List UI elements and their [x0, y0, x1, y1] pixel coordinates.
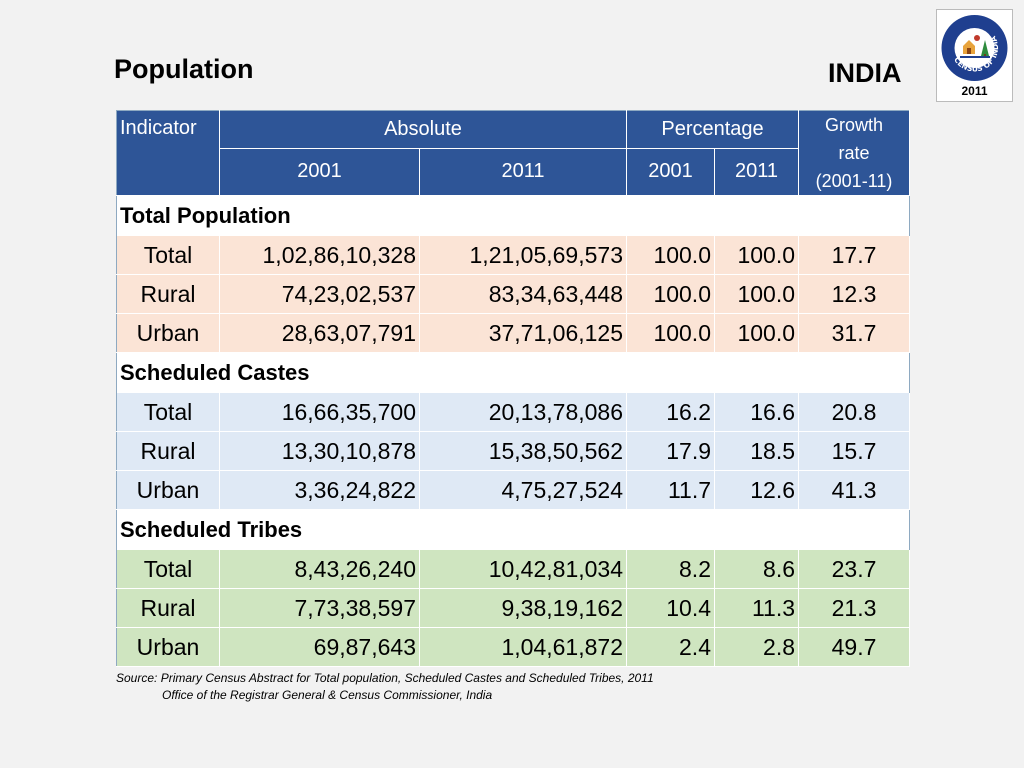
cell-absolute-2001: 13,30,10,878 — [219, 431, 420, 471]
logo-emblem-icon — [960, 35, 990, 58]
section-row: Scheduled Tribes — [116, 509, 910, 550]
cell-absolute-2001: 3,36,24,822 — [219, 470, 420, 510]
header-growth-line1: Growth — [825, 115, 884, 135]
section-title: Total Population — [116, 195, 910, 236]
table-row: Total 1,02,86,10,328 1,21,05,69,573 100.0 10… — [116, 236, 911, 275]
cell-percentage-2001: 11.7 — [626, 470, 715, 510]
cell-absolute-2011: 10,42,81,034 — [419, 550, 627, 589]
cell-row-label: Urban — [116, 627, 220, 667]
cell-percentage-2011: 18.5 — [714, 431, 800, 471]
slide-title: Population — [114, 54, 254, 84]
cell-row-label: Total — [116, 236, 220, 275]
cell-absolute-2011: 83,34,63,448 — [419, 274, 627, 314]
cell-absolute-2001: 1,02,86,10,328 — [219, 236, 420, 275]
table-row: Urban 69,87,643 1,04,61,872 2.4 2.8 49.7 — [116, 627, 911, 667]
cell-growth-rate: 41.3 — [798, 470, 911, 510]
cell-growth-rate: 49.7 — [798, 627, 911, 667]
cell-absolute-2011: 4,75,27,524 — [419, 470, 627, 510]
section-row: Scheduled Castes — [116, 352, 910, 393]
table-row: Rural 74,23,02,537 83,34,63,448 100.0 100.0 1… — [116, 274, 911, 314]
header-percentage-2011: 2011 — [714, 148, 800, 197]
cell-absolute-2001: 16,66,35,700 — [219, 393, 420, 432]
cell-growth-rate: 17.7 — [798, 236, 911, 275]
cell-absolute-2001: 8,43,26,240 — [219, 550, 420, 589]
section-row: Total Population — [116, 195, 910, 236]
cell-growth-rate: 15.7 — [798, 431, 911, 471]
cell-percentage-2011: 11.3 — [714, 588, 800, 628]
table-row: Urban 28,63,07,791 37,71,06,125 100.0 100.0 3… — [116, 313, 911, 353]
cell-absolute-2011: 20,13,78,086 — [419, 393, 627, 432]
table-row: Rural 7,73,38,597 9,38,19,162 10.4 11.3 21.3 — [116, 588, 911, 628]
table-row: Total 16,66,35,700 20,13,78,086 16.2 16.6 20.… — [116, 393, 911, 432]
cell-percentage-2011: 12.6 — [714, 470, 800, 510]
cell-percentage-2001: 100.0 — [626, 274, 715, 314]
cell-percentage-2011: 8.6 — [714, 550, 800, 589]
cell-row-label: Rural — [116, 431, 220, 471]
cell-growth-rate: 23.7 — [798, 550, 911, 589]
header-indicator: Indicator — [116, 110, 220, 196]
cell-absolute-2011: 15,38,50,562 — [419, 431, 627, 471]
cell-row-label: Total — [116, 550, 220, 589]
cell-absolute-2001: 69,87,643 — [219, 627, 420, 667]
header-absolute: Absolute — [219, 110, 627, 149]
cell-absolute-2001: 7,73,38,597 — [219, 588, 420, 628]
cell-row-label: Urban — [116, 470, 220, 510]
cell-percentage-2011: 100.0 — [714, 313, 800, 353]
table-row: Urban 3,36,24,822 4,75,27,524 11.7 12.6 41.3 — [116, 470, 911, 510]
section-title: Scheduled Castes — [116, 352, 910, 393]
source-note: Source: Primary Census Abstract for Tota… — [116, 670, 654, 704]
cell-growth-rate: 21.3 — [798, 588, 911, 628]
cell-growth-rate: 12.3 — [798, 274, 911, 314]
cell-absolute-2001: 28,63,07,791 — [219, 313, 420, 353]
cell-percentage-2001: 17.9 — [626, 431, 715, 471]
header-percentage: Percentage — [626, 110, 800, 149]
logo-year: 2011 — [961, 84, 988, 98]
cell-percentage-2001: 8.2 — [626, 550, 715, 589]
cell-row-label: Rural — [116, 274, 220, 314]
country-label: INDIA — [828, 58, 902, 88]
source-line-2: Office of the Registrar General & Census… — [162, 688, 493, 702]
header-growth-line2: rate — [838, 143, 870, 163]
cell-absolute-2011: 9,38,19,162 — [419, 588, 627, 628]
cell-row-label: Total — [116, 393, 220, 432]
cell-percentage-2011: 100.0 — [714, 236, 800, 275]
population-table: Indicator Absolute Percentage Growth rat… — [116, 110, 911, 667]
cell-percentage-2001: 100.0 — [626, 313, 715, 353]
cell-percentage-2001: 16.2 — [626, 393, 715, 432]
cell-percentage-2011: 16.6 — [714, 393, 800, 432]
cell-row-label: Urban — [116, 313, 220, 353]
header-percentage-2001: 2001 — [626, 148, 715, 197]
cell-percentage-2011: 2.8 — [714, 627, 800, 667]
cell-percentage-2001: 100.0 — [626, 236, 715, 275]
cell-growth-rate: 31.7 — [798, 313, 911, 353]
header-growth-rate: Growth rate (2001-11) — [798, 110, 911, 196]
cell-absolute-2011: 37,71,06,125 — [419, 313, 627, 353]
source-line-1: Source: Primary Census Abstract for Tota… — [116, 671, 654, 685]
cell-growth-rate: 20.8 — [798, 393, 911, 432]
header-absolute-2001: 2001 — [219, 148, 420, 197]
cell-percentage-2001: 10.4 — [626, 588, 715, 628]
census-of-india-logo: CENSUS OF INDIA 2011 — [936, 9, 1013, 102]
cell-absolute-2011: 1,21,05,69,573 — [419, 236, 627, 275]
table-row: Total 8,43,26,240 10,42,81,034 8.2 8.6 23.7 — [116, 550, 911, 589]
cell-absolute-2001: 74,23,02,537 — [219, 274, 420, 314]
cell-absolute-2011: 1,04,61,872 — [419, 627, 627, 667]
cell-percentage-2011: 100.0 — [714, 274, 800, 314]
header-absolute-2011: 2011 — [419, 148, 627, 197]
cell-percentage-2001: 2.4 — [626, 627, 715, 667]
section-title: Scheduled Tribes — [116, 509, 910, 550]
table-row: Rural 13,30,10,878 15,38,50,562 17.9 18.5 15.… — [116, 431, 911, 471]
cell-row-label: Rural — [116, 588, 220, 628]
header-growth-line3: (2001-11) — [815, 171, 893, 191]
